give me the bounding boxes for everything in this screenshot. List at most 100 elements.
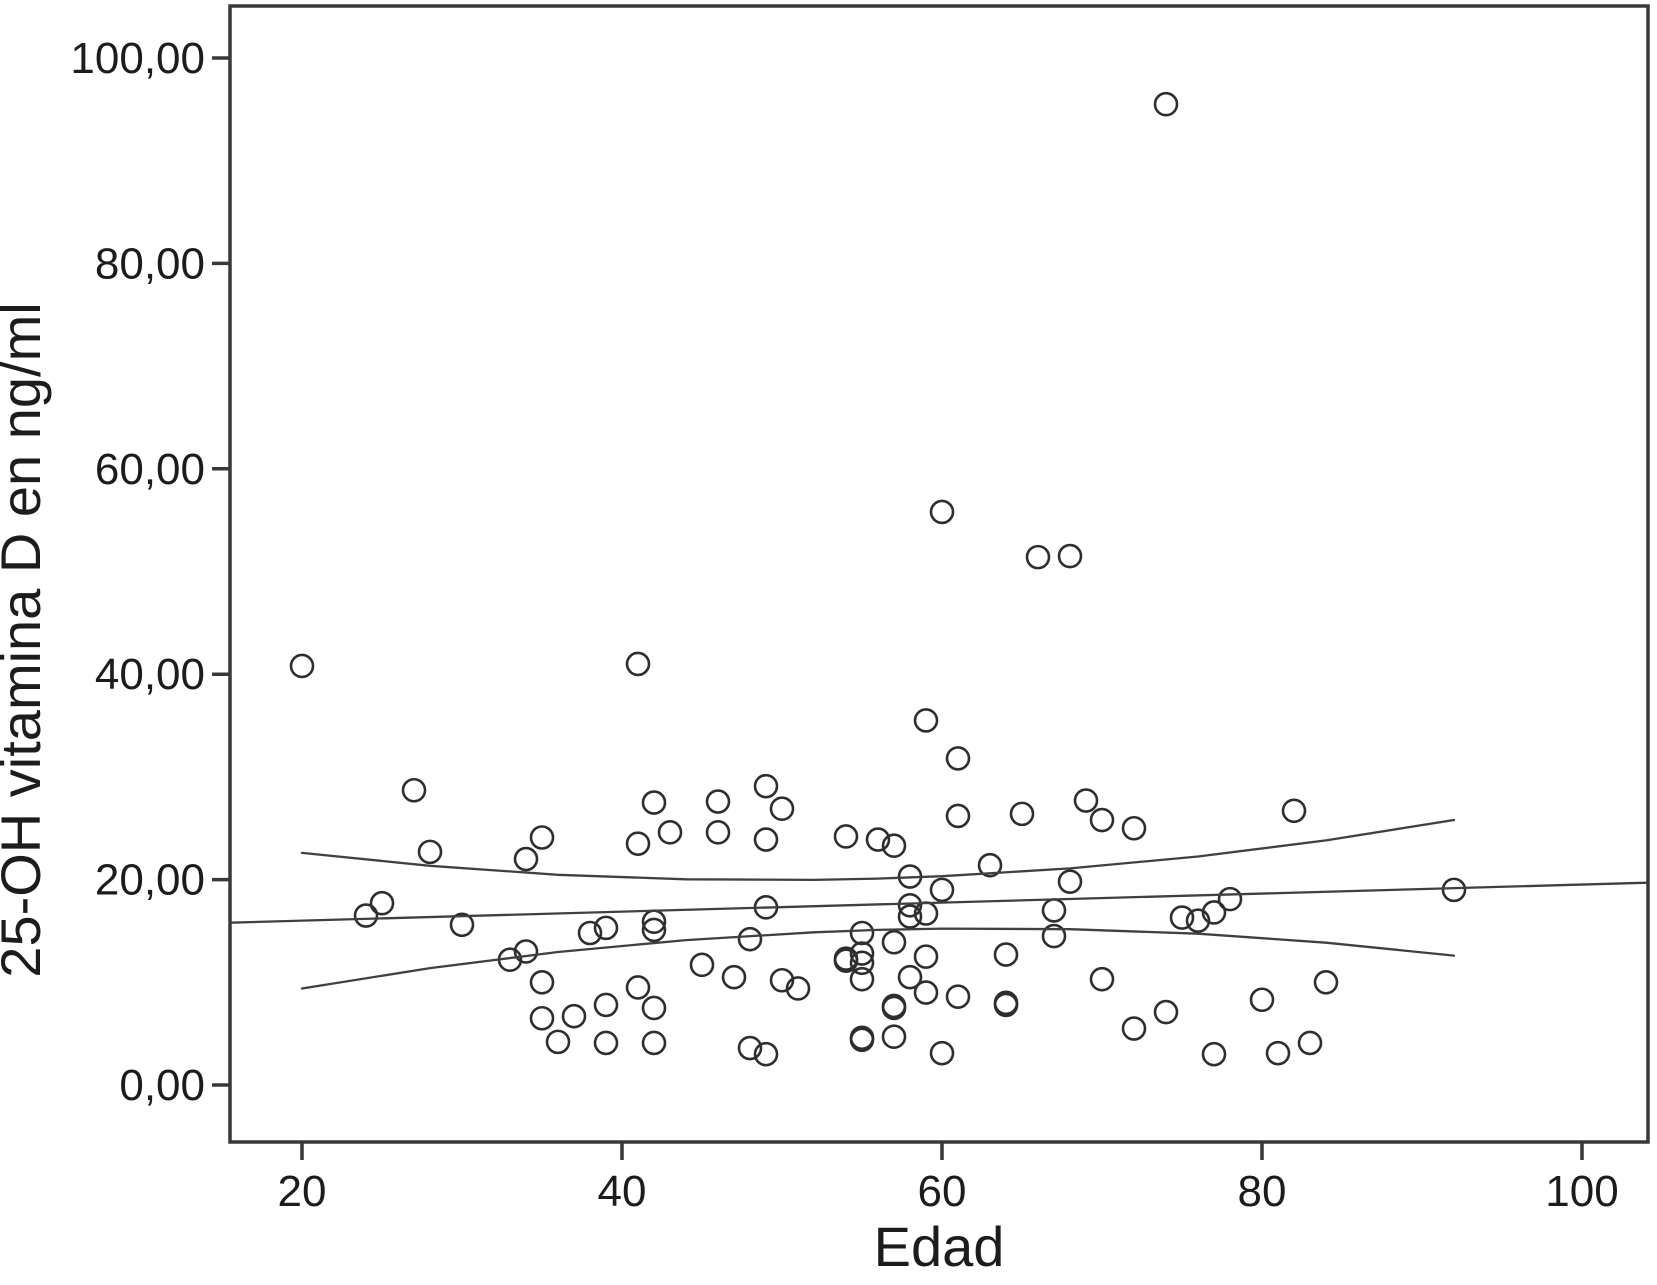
data-point [881,929,907,955]
data-point [881,995,907,1021]
data-point [977,852,1003,878]
data-point [785,976,811,1001]
data-points [289,91,1467,1067]
data-point [945,803,971,829]
data-point [1121,815,1147,841]
y-tick-label: 100,00 [70,34,205,83]
data-point [593,992,619,1018]
data-point [1089,966,1115,992]
data-point [737,926,763,952]
data-point [1169,905,1195,930]
data-point [689,952,715,978]
data-point [1041,898,1067,923]
data-point [513,846,539,872]
data-point [849,920,875,946]
data-point [1217,886,1243,912]
data-point [1265,1040,1291,1066]
data-point [593,1030,619,1056]
y-tick-label: 0,00 [119,1061,205,1110]
data-point [1041,923,1067,949]
data-point [721,964,747,990]
y-axis: 0,00 20,00 40,00 60,00 80,00 100,00 [70,34,230,1110]
data-point [1281,798,1307,824]
data-point [849,966,875,992]
data-point [289,653,315,679]
data-point [929,1040,955,1066]
data-point [849,941,875,966]
data-point [401,777,427,803]
data-point [913,980,939,1005]
data-point [641,1030,667,1056]
x-tick-label: 80 [1238,1167,1287,1216]
data-point [417,839,443,865]
data-point [353,903,379,928]
x-tick-label: 20 [278,1167,327,1216]
x-tick-label: 60 [918,1167,967,1216]
data-point [1201,900,1227,925]
upper-ci-line [300,818,1456,882]
data-point [705,820,731,845]
data-point [513,939,539,964]
data-point [1249,987,1275,1013]
data-point [1089,807,1115,833]
data-point [1057,543,1083,569]
data-point [897,904,923,929]
data-point [913,944,939,969]
data-point [1297,1030,1323,1056]
data-point [753,1041,779,1067]
data-point [625,831,651,856]
data-point [769,796,795,822]
data-point [625,975,651,1000]
regression-line [228,881,1649,924]
y-tick-label: 80,00 [95,239,205,288]
data-point [577,920,603,946]
data-point [1073,788,1099,813]
plot-frame [228,4,1650,1144]
data-point [849,950,875,976]
data-point [881,833,907,859]
data-point [593,915,619,941]
data-point [657,820,683,845]
data-point [753,773,779,799]
data-point [897,964,923,990]
x-tick-label: 100 [1545,1167,1618,1216]
x-axis: 20 40 60 80 100 [278,1142,1619,1216]
data-point [849,1027,875,1053]
data-point [1153,91,1179,117]
data-point [641,790,667,815]
data-point [881,1024,907,1050]
data-point [1153,999,1179,1025]
data-point [1201,1041,1227,1067]
data-point [545,1029,571,1055]
data-point [529,1005,555,1031]
x-tick-label: 40 [598,1167,647,1216]
data-point [865,827,891,852]
data-point [1313,969,1339,995]
data-point [993,942,1019,967]
x-axis-title: Edad [874,1215,1005,1278]
data-point [625,651,651,677]
data-point [929,877,955,903]
data-point [993,992,1019,1018]
data-point [1441,877,1467,903]
data-point [529,825,555,850]
data-point [929,499,955,525]
data-point [945,984,971,1009]
data-point [561,1003,587,1029]
data-point [897,892,923,918]
data-point [945,746,971,771]
data-point [1185,908,1211,933]
data-point [833,948,859,974]
data-point [1057,869,1083,894]
data-point [737,1035,763,1061]
y-tick-label: 20,00 [95,856,205,905]
data-point [641,917,667,943]
data-point [449,912,475,938]
y-tick-label: 60,00 [95,445,205,494]
data-point [753,827,779,852]
data-point [1121,1016,1147,1041]
y-axis-title: 25-OH vitamina D en ng/ml [0,302,52,977]
data-point [641,995,667,1021]
